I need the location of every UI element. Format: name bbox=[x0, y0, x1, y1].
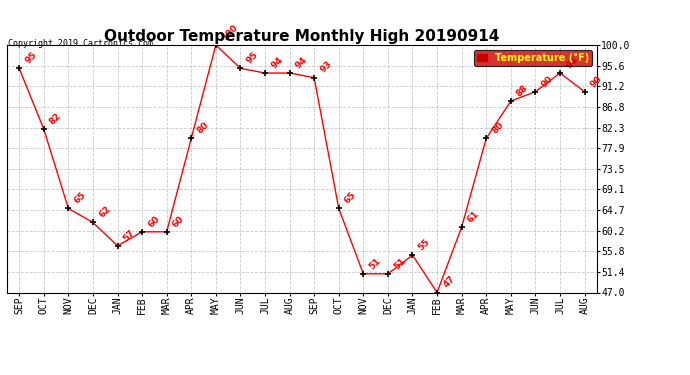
Text: 51: 51 bbox=[368, 256, 383, 271]
Text: 94: 94 bbox=[564, 55, 580, 70]
Text: 90: 90 bbox=[540, 74, 555, 89]
Text: 51: 51 bbox=[392, 256, 407, 271]
Text: 100: 100 bbox=[220, 23, 239, 42]
Text: 82: 82 bbox=[48, 111, 63, 126]
Text: 47: 47 bbox=[441, 274, 457, 290]
Text: 95: 95 bbox=[23, 50, 39, 66]
Text: 93: 93 bbox=[318, 60, 334, 75]
Text: 60: 60 bbox=[171, 214, 186, 229]
Text: 94: 94 bbox=[294, 55, 309, 70]
Text: 61: 61 bbox=[466, 209, 481, 224]
Text: 80: 80 bbox=[491, 120, 506, 136]
Text: 95: 95 bbox=[244, 50, 260, 66]
Legend: Temperature (°F): Temperature (°F) bbox=[475, 50, 592, 66]
Text: 62: 62 bbox=[97, 204, 112, 220]
Text: 60: 60 bbox=[146, 214, 161, 229]
Text: 65: 65 bbox=[343, 190, 358, 206]
Text: 80: 80 bbox=[195, 120, 210, 136]
Text: 57: 57 bbox=[121, 228, 137, 243]
Text: 65: 65 bbox=[72, 190, 88, 206]
Text: 88: 88 bbox=[515, 83, 530, 98]
Title: Outdoor Temperature Monthly High 20190914: Outdoor Temperature Monthly High 2019091… bbox=[104, 29, 500, 44]
Text: 94: 94 bbox=[269, 55, 284, 70]
Text: Copyright 2019 Cartronics.com: Copyright 2019 Cartronics.com bbox=[8, 39, 153, 48]
Text: 90: 90 bbox=[589, 74, 604, 89]
Text: 55: 55 bbox=[417, 237, 432, 252]
